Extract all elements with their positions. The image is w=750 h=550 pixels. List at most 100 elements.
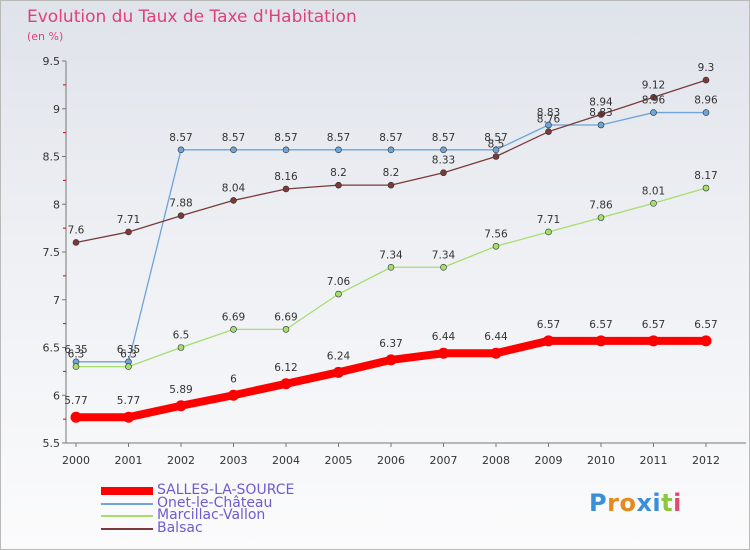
data-point [177, 344, 185, 351]
data-label: 8.96 [694, 95, 718, 107]
data-point [492, 242, 500, 250]
data-point [335, 146, 342, 154]
data-point [490, 347, 502, 359]
x-tick-label: 2011 [640, 454, 668, 467]
y-tick-label: 7.5 [43, 246, 61, 259]
data-label: 6.69 [274, 311, 297, 323]
data-label: 6.44 [432, 331, 456, 343]
logo-letter: r [607, 489, 620, 517]
data-label: 7.88 [169, 198, 192, 210]
data-point [125, 363, 132, 370]
data-label: 7.06 [327, 276, 351, 288]
data-point [282, 326, 290, 333]
chart-title: Evolution du Taux de Taxe d'Habitation [27, 7, 357, 27]
data-point [72, 239, 80, 246]
data-point [545, 121, 552, 129]
data-point [702, 184, 710, 192]
data-label: 6.57 [642, 319, 665, 331]
data-point [230, 197, 237, 204]
series-line [72, 336, 710, 422]
x-tick-label: 2001 [115, 454, 143, 467]
data-label: 7.34 [432, 249, 456, 261]
x-tick-label: 2000 [62, 454, 90, 467]
data-point [123, 411, 134, 423]
legend-swatch [101, 502, 153, 505]
data-point [597, 111, 605, 118]
data-point [597, 121, 605, 129]
data-label: 5.89 [169, 384, 192, 396]
y-tick-label: 8 [53, 198, 60, 211]
data-label: 7.71 [117, 214, 140, 226]
logo-letter: P [589, 489, 608, 517]
logo-letter: x [636, 489, 653, 517]
data-point [702, 76, 710, 84]
data-point [543, 335, 554, 347]
data-label: 8.57 [327, 132, 350, 144]
x-tick-label: 2010 [587, 454, 615, 467]
data-label: 8.5 [488, 139, 505, 151]
data-point [335, 181, 342, 189]
data-label: 8.57 [379, 132, 402, 144]
data-label: 7.71 [537, 214, 560, 226]
data-label: 6.3 [120, 349, 137, 361]
x-tick-label: 2004 [272, 454, 300, 467]
data-label: 6.37 [379, 338, 402, 350]
data-point [282, 185, 290, 193]
data-point [387, 181, 395, 189]
data-point [387, 146, 395, 154]
data-label: 8.96 [642, 95, 666, 107]
logo-letter: i [652, 489, 662, 517]
data-label: 6.35 [117, 344, 140, 356]
data-point [177, 212, 185, 220]
y-tick-label: 5.5 [43, 437, 61, 450]
data-label: 8.57 [274, 132, 297, 144]
data-point [230, 146, 237, 154]
data-point [545, 228, 552, 236]
data-label: 6.24 [327, 350, 351, 362]
legend-label: SALLES-LA-SOURCE [157, 482, 295, 498]
data-point [492, 153, 500, 160]
data-point [650, 93, 657, 101]
data-point [282, 146, 290, 154]
data-label: 8.83 [537, 107, 560, 119]
x-tick-label: 2008 [482, 454, 510, 467]
data-label: 5.77 [64, 395, 87, 407]
y-tick-label: 7 [53, 294, 60, 307]
data-label: 7.86 [589, 200, 613, 212]
data-label: 9.12 [642, 79, 665, 91]
data-label: 8.57 [222, 132, 245, 144]
data-label: 8.94 [589, 96, 613, 108]
data-point [175, 400, 187, 412]
x-tick-label: 2005 [325, 454, 353, 467]
data-label: 5.77 [117, 395, 140, 407]
chart-subtitle: (en %) [27, 30, 64, 43]
x-tick-label: 2002 [167, 454, 195, 467]
y-tick-label: 6.5 [43, 342, 61, 355]
data-point [72, 363, 80, 370]
data-point [595, 335, 607, 347]
data-label: 8.04 [222, 182, 246, 194]
data-label: 6 [230, 373, 237, 385]
data-label: 8.2 [383, 167, 400, 179]
data-label: 9.3 [698, 62, 715, 74]
x-tick-label: 2006 [377, 454, 405, 467]
y-tick-label: 8.5 [43, 151, 61, 164]
data-label: 8.57 [484, 132, 507, 144]
data-point [648, 335, 659, 347]
data-point [335, 290, 342, 298]
data-label: 8.83 [589, 107, 612, 119]
data-label: 6.35 [64, 344, 87, 356]
data-point [70, 411, 82, 423]
x-tick-label: 2012 [692, 454, 720, 467]
data-point [492, 146, 500, 154]
data-label: 8.2 [330, 167, 347, 179]
data-label: 8.01 [642, 185, 665, 197]
logo-letter: t [661, 489, 674, 517]
proxiti-logo: Proxiti [589, 489, 682, 517]
data-label: 6.57 [694, 319, 717, 331]
data-label: 6.69 [222, 311, 245, 323]
y-tick-label: 9 [53, 103, 60, 116]
data-point [230, 326, 237, 333]
data-point [333, 366, 344, 378]
